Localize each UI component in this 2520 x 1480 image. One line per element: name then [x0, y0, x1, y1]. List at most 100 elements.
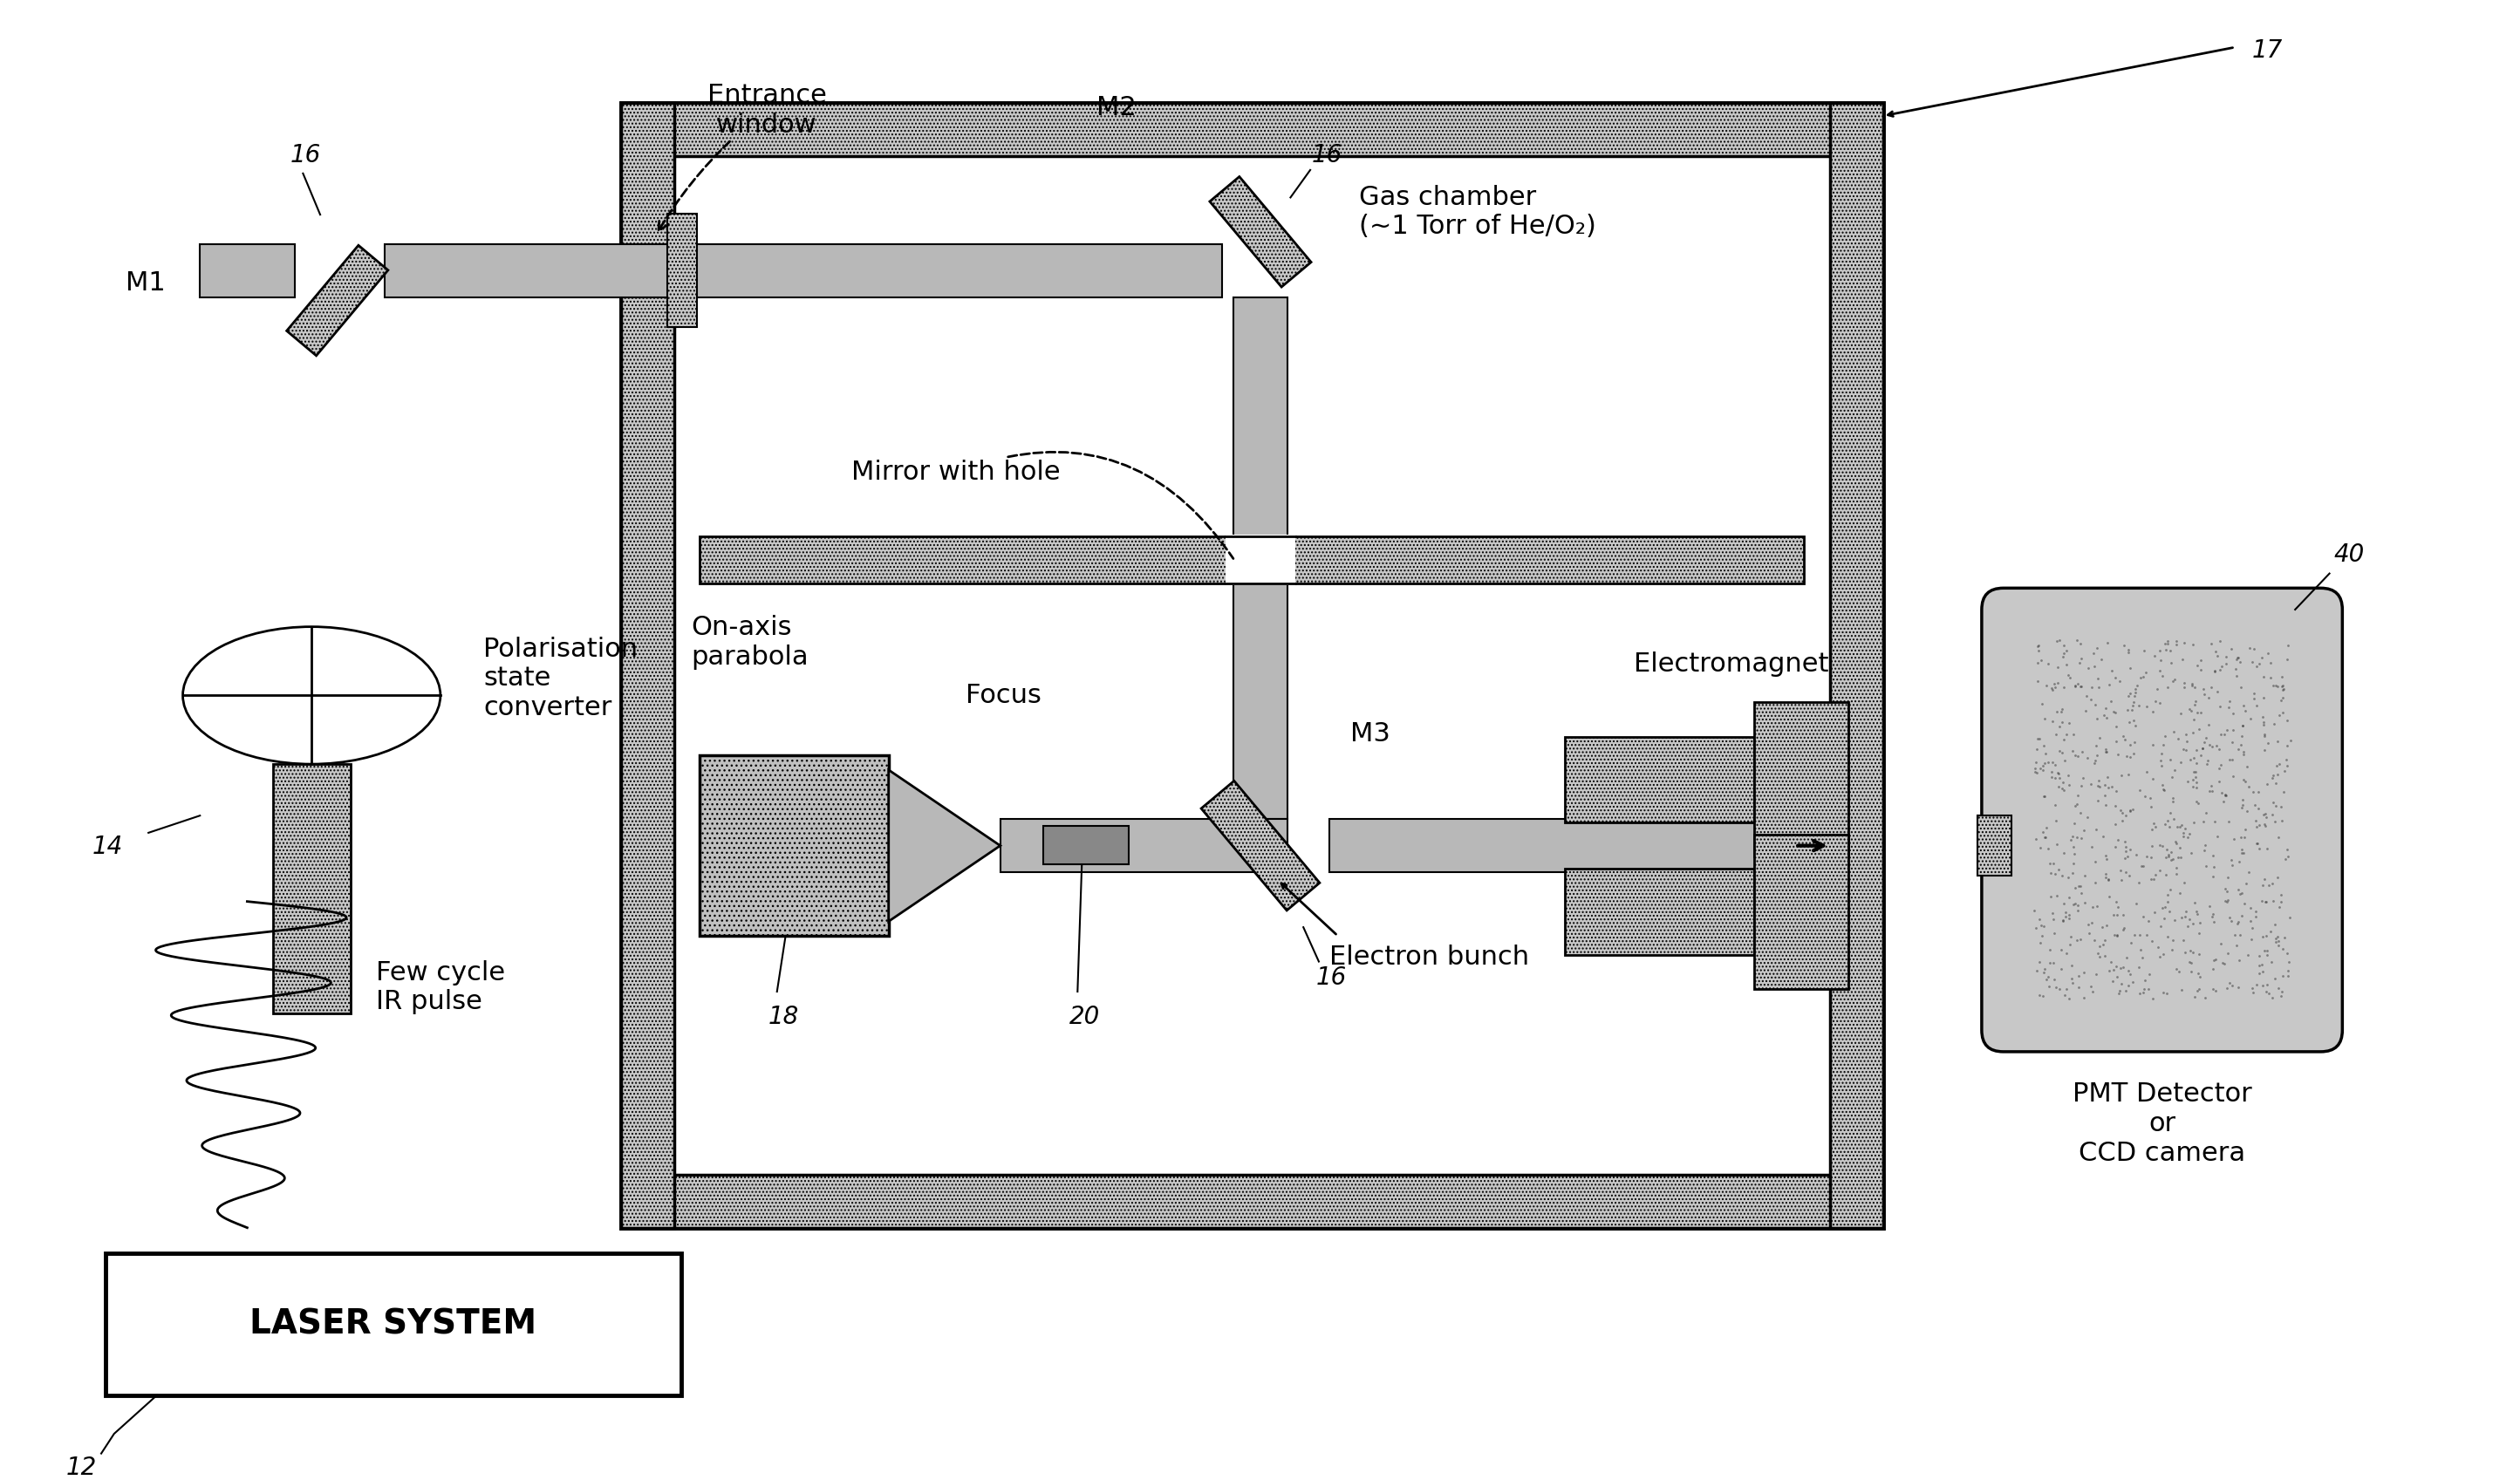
Point [2185, 854, 2225, 878]
Point [2202, 654, 2243, 678]
Point [2250, 666, 2291, 690]
Point [2041, 710, 2082, 734]
Point [2145, 632, 2185, 656]
Point [2208, 888, 2248, 912]
Point [2099, 669, 2139, 693]
Point [2190, 774, 2230, 798]
Point [2076, 962, 2117, 986]
Point [2162, 906, 2202, 929]
Point [2094, 958, 2134, 981]
Point [2114, 730, 2155, 753]
Point [2114, 741, 2155, 765]
Bar [620, 104, 1882, 1228]
Point [2175, 707, 2215, 731]
Point [2230, 707, 2271, 731]
Point [2175, 761, 2215, 784]
Point [2119, 922, 2160, 946]
Point [2097, 889, 2137, 913]
Point [2165, 904, 2205, 928]
Point [2167, 739, 2208, 762]
Point [2150, 801, 2190, 824]
Point [2041, 697, 2082, 721]
FancyBboxPatch shape [1981, 588, 2344, 1052]
Point [2066, 746, 2107, 770]
Point [2245, 722, 2286, 746]
Point [2235, 638, 2276, 662]
Point [2248, 836, 2288, 860]
Point [2016, 759, 2056, 783]
Point [2202, 780, 2243, 804]
Point [2104, 916, 2145, 940]
Point [2235, 974, 2276, 998]
Point [2213, 909, 2253, 932]
Point [2142, 835, 2182, 858]
Point [2218, 737, 2258, 761]
Point [2175, 746, 2215, 770]
Point [2145, 638, 2185, 662]
Point [2177, 654, 2218, 678]
Point [2205, 783, 2245, 807]
Point [2258, 866, 2298, 889]
Point [2074, 752, 2114, 776]
Bar [620, 104, 673, 1228]
Point [2092, 969, 2132, 993]
Point [2220, 841, 2260, 864]
Point [2225, 818, 2265, 842]
Point [2039, 762, 2079, 786]
Point [2087, 866, 2127, 889]
Point [2109, 864, 2150, 888]
Point [2260, 884, 2301, 907]
Point [2132, 987, 2172, 1011]
Point [2157, 727, 2197, 750]
Point [2175, 765, 2215, 789]
Point [2208, 866, 2248, 889]
Text: Electromagnet: Electromagnet [1633, 651, 1830, 676]
Point [2051, 861, 2092, 885]
Point [2056, 793, 2097, 817]
Point [2268, 963, 2308, 987]
Point [2142, 774, 2182, 798]
Point [2155, 758, 2195, 781]
Point [2129, 786, 2170, 810]
Point [2268, 845, 2308, 869]
Point [2024, 755, 2064, 778]
Point [2157, 845, 2197, 869]
Point [2079, 774, 2119, 798]
Text: M3: M3 [1351, 722, 1391, 747]
Point [2079, 725, 2119, 749]
Point [2142, 741, 2182, 765]
Text: M1: M1 [126, 271, 166, 296]
Point [2107, 845, 2147, 869]
Bar [701, 537, 1804, 583]
Point [2046, 653, 2087, 676]
Point [2162, 737, 2202, 761]
Point [2263, 678, 2303, 702]
Point [2220, 650, 2260, 673]
Point [2044, 909, 2084, 932]
Point [2097, 813, 2137, 836]
Point [2213, 730, 2253, 753]
Point [2031, 901, 2071, 925]
Point [2265, 848, 2306, 872]
Point [2185, 839, 2225, 863]
Point [2255, 926, 2296, 950]
Point [2215, 924, 2255, 947]
Point [2087, 776, 2127, 799]
Point [2099, 799, 2139, 823]
Point [2243, 889, 2283, 913]
Point [2155, 807, 2195, 830]
Point [2071, 687, 2112, 710]
Point [2152, 848, 2192, 872]
Point [2024, 820, 2064, 844]
Point [2213, 747, 2253, 771]
Point [2253, 872, 2293, 895]
Point [2167, 770, 2208, 793]
Point [2079, 935, 2119, 959]
Point [2099, 981, 2139, 1005]
Point [2263, 808, 2303, 832]
Text: Polarisation
state
converter: Polarisation state converter [484, 636, 638, 721]
Point [2180, 700, 2220, 724]
Point [2170, 821, 2210, 845]
Point [2046, 941, 2087, 965]
Point [2064, 699, 2104, 722]
